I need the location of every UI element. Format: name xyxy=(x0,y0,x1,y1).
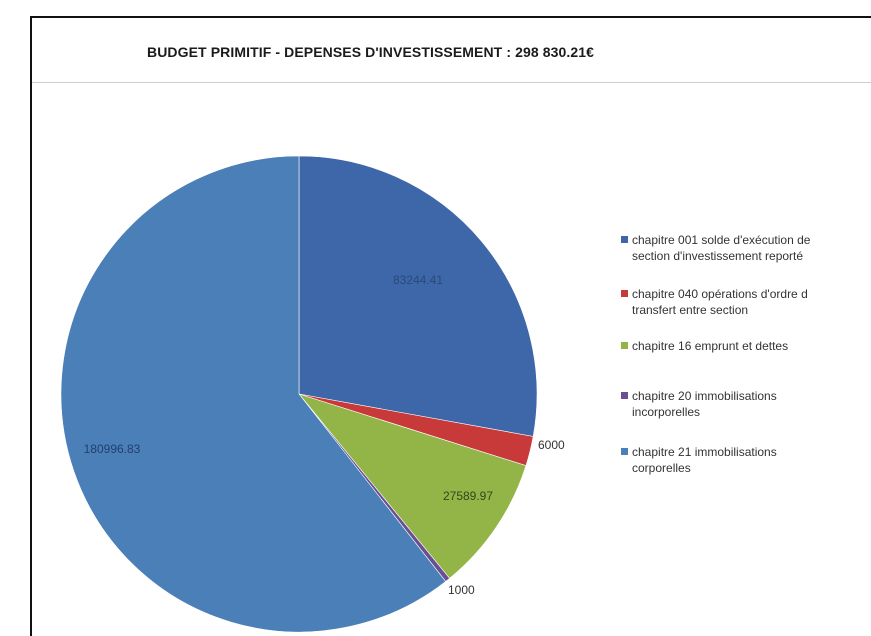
legend-swatch-2 xyxy=(621,342,628,349)
legend-swatch-1 xyxy=(621,290,628,297)
pie-slice-2 xyxy=(298,393,527,579)
legend-item-1: chapitre 040 opérations d'ordre d transf… xyxy=(621,286,808,318)
pie-slice-0 xyxy=(298,155,538,437)
slice-label-1: 6000 xyxy=(538,438,565,452)
slice-label-2: 27589.97 xyxy=(443,489,493,503)
legend-label-2: chapitre 16 emprunt et dettes xyxy=(632,339,789,353)
legend-swatch-0 xyxy=(621,236,628,243)
legend-item-3: chapitre 20 immobilisations incorporelle… xyxy=(621,388,777,420)
slice-label-4: 180996.83 xyxy=(84,442,141,456)
pie-slice-4 xyxy=(60,155,447,633)
legend-item-2: chapitre 16 emprunt et dettes xyxy=(621,338,788,354)
legend-label-0: chapitre 001 solde d'exécution de sectio… xyxy=(632,233,811,263)
legend-swatch-3 xyxy=(621,392,628,399)
slice-label-0: 83244.41 xyxy=(393,273,443,287)
legend-item-4: chapitre 21 immobilisations corporelles xyxy=(621,444,777,476)
legend-swatch-4 xyxy=(621,448,628,455)
legend-item-0: chapitre 001 solde d'exécution de sectio… xyxy=(621,232,810,264)
legend-label-1: chapitre 040 opérations d'ordre d transf… xyxy=(632,287,808,317)
chart-title: BUDGET PRIMITIF - DEPENSES D'INVESTISSEM… xyxy=(147,44,595,60)
legend-label-3: chapitre 20 immobilisations incorporelle… xyxy=(632,389,777,419)
slice-label-3: 1000 xyxy=(448,583,475,597)
legend-label-4: chapitre 21 immobilisations corporelles xyxy=(632,445,777,475)
title-band: BUDGET PRIMITIF - DEPENSES D'INVESTISSEM… xyxy=(32,18,871,83)
